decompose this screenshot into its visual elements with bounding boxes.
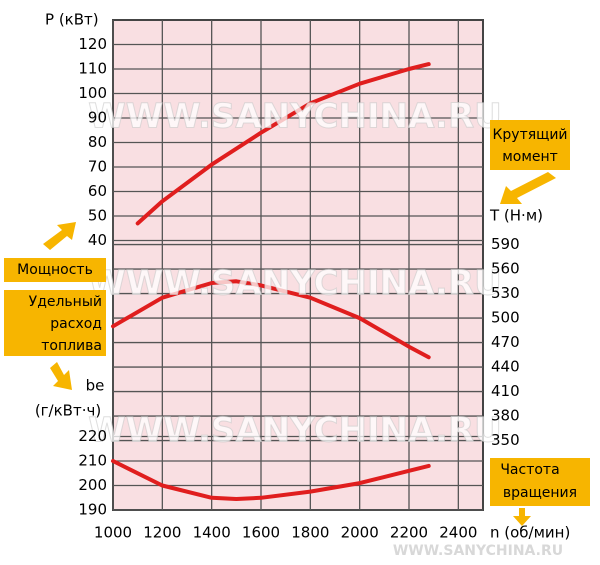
annotation: Мощность bbox=[17, 262, 93, 278]
x-tick-label: 1200 bbox=[143, 524, 181, 542]
tick-label: 350 bbox=[491, 431, 520, 449]
arrow bbox=[500, 172, 556, 204]
x-tick-label: 1600 bbox=[242, 524, 280, 542]
tick-label: 200 bbox=[78, 476, 107, 494]
arrow bbox=[43, 222, 76, 250]
tick-label: 500 bbox=[491, 309, 520, 327]
tick-label: 40 bbox=[88, 231, 107, 249]
x-tick-label: 1800 bbox=[291, 524, 329, 542]
annotation: вращения bbox=[503, 485, 577, 501]
tick-label: 60 bbox=[88, 182, 107, 200]
x-tick-label: 2000 bbox=[341, 524, 379, 542]
curves bbox=[111, 62, 431, 501]
annotation: Частота bbox=[500, 462, 559, 478]
watermark: WWW.SANYCHINA.RU bbox=[88, 97, 501, 137]
tick-label: 70 bbox=[88, 158, 107, 176]
annotation: Удельный bbox=[29, 294, 102, 310]
annotation-box bbox=[4, 290, 106, 356]
tick-label: 100 bbox=[78, 84, 107, 102]
annotation-box bbox=[490, 120, 570, 170]
annotation: топлива bbox=[41, 338, 102, 354]
curve bbox=[135, 62, 431, 226]
watermark: WWW.SANYCHINA.RU bbox=[393, 543, 563, 559]
tick-label: 440 bbox=[491, 358, 520, 376]
tick-label: 530 bbox=[491, 284, 520, 302]
tick-label: 210 bbox=[78, 452, 107, 470]
annotation-box bbox=[490, 458, 590, 506]
tick-label: 50 bbox=[88, 207, 107, 225]
annotation: момент bbox=[502, 149, 558, 165]
curve bbox=[111, 279, 431, 360]
tick-label: 560 bbox=[491, 260, 520, 278]
tick-label: 590 bbox=[491, 235, 520, 253]
tick-label: 410 bbox=[491, 382, 520, 400]
watermark: WWW.SANYCHINA.RU bbox=[88, 411, 501, 451]
arrow bbox=[513, 508, 531, 526]
x-tick-label: 2200 bbox=[390, 524, 428, 542]
tick-label: 110 bbox=[78, 60, 107, 78]
y3-axis-label: (г/кВт·ч) bbox=[35, 402, 101, 420]
tick-label: 90 bbox=[88, 109, 107, 127]
tick-label: 80 bbox=[88, 133, 107, 151]
watermark: WWW.SANYCHINA.RU bbox=[88, 264, 501, 304]
tick-label: 220 bbox=[78, 427, 107, 445]
x-axis-label: n (об/мин) bbox=[490, 524, 570, 542]
x-tick-label: 2400 bbox=[439, 524, 477, 542]
plot-area bbox=[112, 19, 484, 511]
x-tick-label: 1000 bbox=[94, 524, 132, 542]
y2-axis-label: T (Н·м) bbox=[489, 207, 543, 225]
tick-label: 470 bbox=[491, 333, 520, 351]
curve bbox=[111, 459, 431, 501]
tick-label: 190 bbox=[78, 501, 107, 519]
annotation-box bbox=[4, 258, 106, 282]
tick-label: 380 bbox=[491, 407, 520, 425]
annotation: расход bbox=[50, 316, 102, 332]
annotation: Крутящий bbox=[492, 127, 567, 143]
arrow bbox=[50, 362, 72, 390]
x-tick-label: 1400 bbox=[193, 524, 231, 542]
y3-axis-label: be bbox=[86, 377, 105, 395]
tick-label: 120 bbox=[78, 35, 107, 53]
y-axis-label: P (кВт) bbox=[45, 11, 99, 29]
